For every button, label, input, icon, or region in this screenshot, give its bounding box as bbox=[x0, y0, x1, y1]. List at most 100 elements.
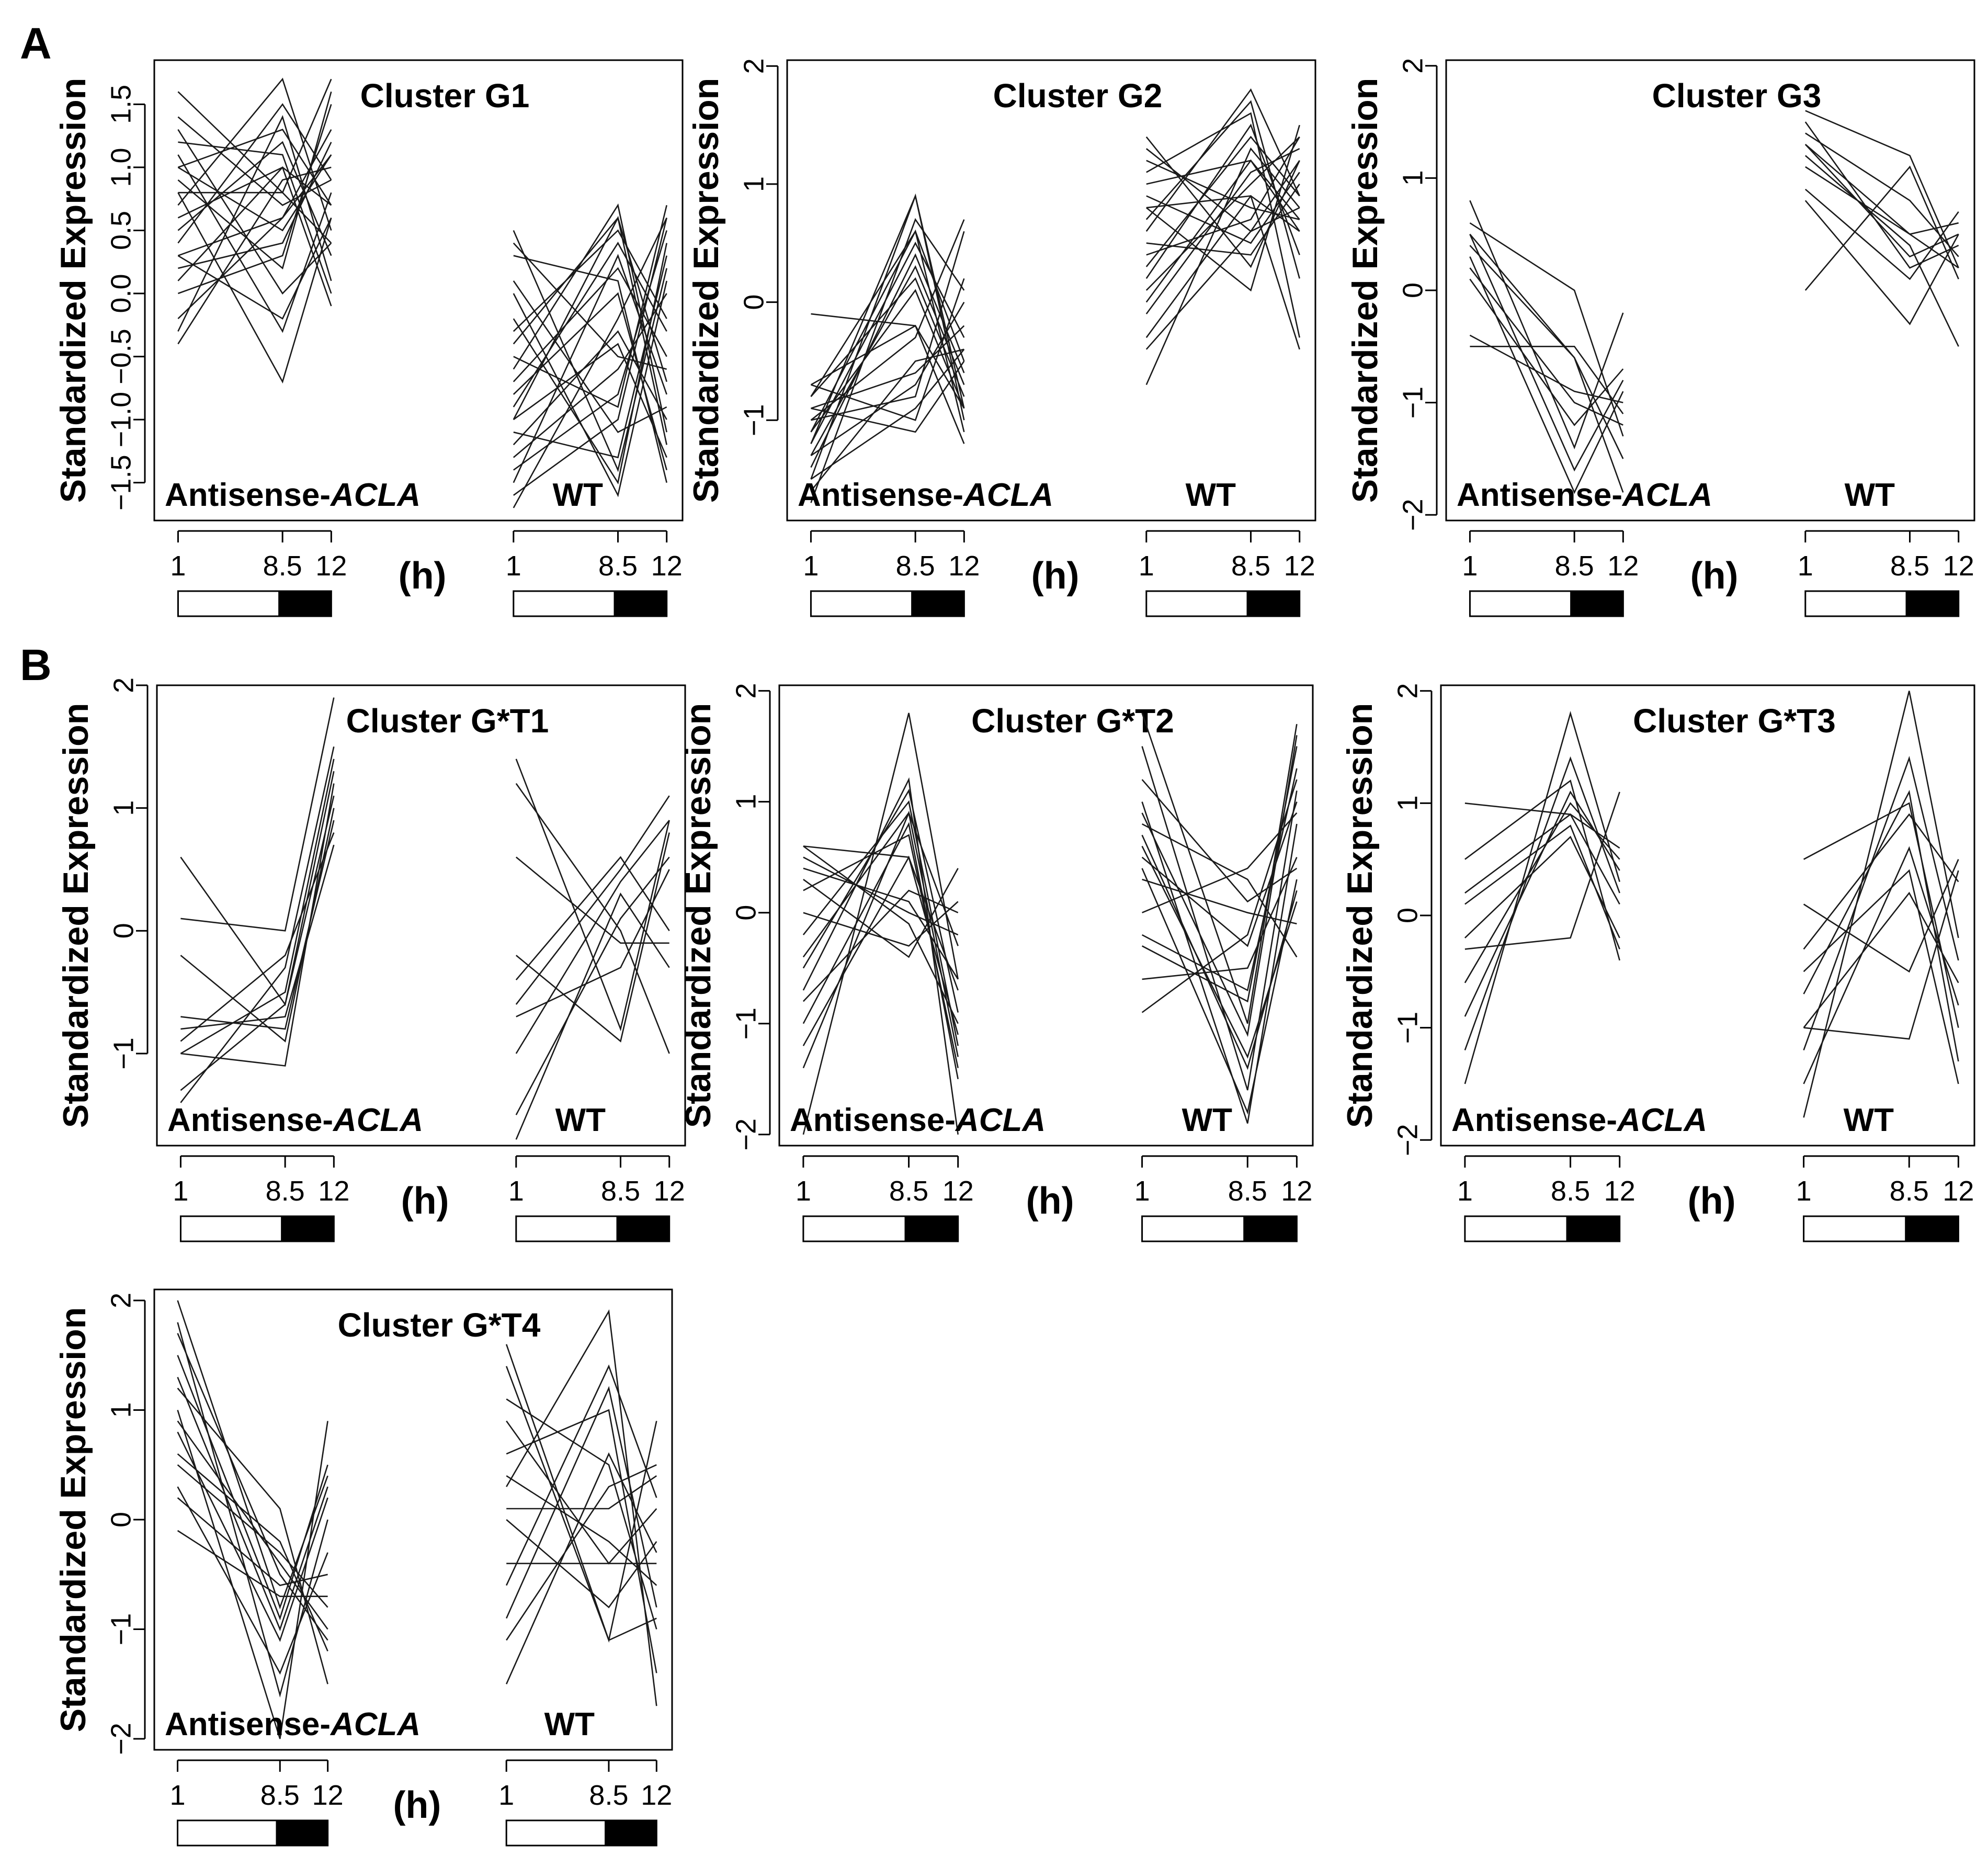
antisense-series-line bbox=[177, 1410, 328, 1739]
wt-series-line bbox=[1145, 136, 1300, 291]
antisense-series-line bbox=[1469, 334, 1623, 403]
x-tick-label: 8.5 bbox=[889, 1175, 928, 1207]
y-tick-label: −1 bbox=[738, 404, 769, 436]
wt-series-line bbox=[506, 1409, 657, 1673]
y-tick-label: 1 bbox=[738, 176, 769, 192]
group-label-wt: WT bbox=[555, 1102, 606, 1138]
wt-series-line bbox=[516, 869, 670, 1017]
x-tick-label: 12 bbox=[641, 1780, 672, 1811]
wt-series-line bbox=[1145, 88, 1300, 232]
y-tick-label: −2 bbox=[730, 1118, 762, 1151]
antisense-series-line bbox=[1469, 245, 1624, 493]
plot-frame bbox=[153, 1288, 673, 1751]
antisense-series-line bbox=[1464, 711, 1620, 1084]
x-tick-label: 1 bbox=[1139, 550, 1154, 582]
antisense-series-line bbox=[802, 800, 959, 1046]
y-tick-label: −1 bbox=[105, 1613, 137, 1646]
antisense-series-line bbox=[177, 1464, 328, 1608]
y-tick-label: 0 bbox=[108, 923, 139, 938]
light-period-bar bbox=[802, 1215, 906, 1242]
x-tick-label: 12 bbox=[315, 550, 347, 582]
dark-period-bar bbox=[1566, 1215, 1621, 1242]
dark-period-bar bbox=[278, 590, 332, 617]
x-tick-label: 8.5 bbox=[263, 550, 302, 582]
antisense-series-line bbox=[177, 1431, 328, 1642]
wt-series-line bbox=[1145, 100, 1300, 279]
y-tick-label: −1.0 bbox=[105, 392, 137, 448]
y-tick-label: 0.5 bbox=[105, 211, 137, 250]
antisense-series-line bbox=[1464, 756, 1620, 1051]
wt-series-line bbox=[1141, 834, 1298, 1070]
antisense-series-line bbox=[802, 712, 959, 1135]
y-tick-label: −2 bbox=[105, 1723, 137, 1755]
wt-series-line bbox=[1804, 121, 1959, 269]
y-tick-label: −1 bbox=[108, 1037, 139, 1070]
antisense-series-line bbox=[1469, 256, 1624, 494]
y-tick-label: 0 bbox=[738, 295, 769, 310]
antisense-series-line bbox=[810, 277, 965, 397]
antisense-series-line bbox=[180, 746, 335, 1103]
wt-series-line bbox=[506, 1386, 657, 1619]
wt-series-line bbox=[515, 832, 670, 1043]
wt-series-line bbox=[513, 216, 667, 382]
group-label-antisense: Antisense-ACLA bbox=[167, 1102, 423, 1138]
antisense-series-line bbox=[1464, 813, 1620, 905]
y-tick-label: −2 bbox=[1397, 499, 1428, 531]
wt-series-line bbox=[513, 255, 667, 459]
chart-title: Cluster G1 bbox=[360, 77, 530, 115]
x-tick-label: 1 bbox=[170, 550, 186, 582]
antisense-series-line bbox=[177, 217, 332, 320]
wt-series-line bbox=[1141, 779, 1298, 1013]
y-tick-label: 1 bbox=[105, 1402, 137, 1418]
light-period-bar bbox=[513, 590, 616, 617]
y-tick-label: −0.5 bbox=[105, 329, 137, 384]
chart-g1: −1.5 −1.0 −0.5 0.0 0.5 1.0 1.5 Standardized Exp… bbox=[53, 59, 684, 617]
wt-series-line bbox=[1803, 756, 1959, 1051]
antisense-series-line bbox=[177, 1453, 328, 1651]
group-label-antisense: Antisense-ACLA bbox=[1451, 1102, 1707, 1138]
x-axis-unit-label: (h) bbox=[1031, 555, 1080, 597]
y-tick-label: 2 bbox=[1392, 683, 1423, 699]
plot-frame bbox=[1445, 59, 1975, 522]
wt-series-line bbox=[1145, 125, 1300, 292]
antisense-series-line bbox=[177, 166, 332, 345]
x-tick-label: 8.5 bbox=[1890, 550, 1929, 582]
antisense-series-line bbox=[1464, 779, 1620, 961]
light-period-bar bbox=[177, 1819, 278, 1847]
antisense-series-line bbox=[803, 868, 959, 958]
x-tick-label: 12 bbox=[312, 1780, 344, 1811]
x-tick-label: 12 bbox=[1604, 1175, 1635, 1207]
y-tick-label: −1.5 bbox=[105, 455, 137, 511]
wt-series-line bbox=[515, 795, 670, 1005]
antisense-series-line bbox=[177, 1387, 328, 1684]
x-tick-label: 12 bbox=[948, 550, 980, 582]
y-tick-label: 2 bbox=[108, 677, 139, 693]
wt-series-line bbox=[1146, 172, 1300, 244]
x-tick-label: 1 bbox=[170, 1780, 186, 1811]
x-tick-label: 1 bbox=[506, 550, 521, 582]
wt-series-line bbox=[1804, 200, 1959, 325]
x-tick-label: 1 bbox=[1798, 550, 1813, 582]
wt-series-line bbox=[506, 1519, 657, 1609]
x-axis-unit-label: (h) bbox=[1026, 1180, 1074, 1222]
wt-series-line bbox=[515, 856, 669, 944]
y-tick-label: 0 bbox=[730, 905, 762, 921]
antisense-series-line bbox=[177, 77, 332, 231]
antisense-series-line bbox=[802, 889, 959, 1002]
group-label-antisense: Antisense-ACLA bbox=[790, 1102, 1046, 1138]
x-tick-label: 12 bbox=[651, 550, 683, 582]
antisense-series-line bbox=[811, 231, 965, 421]
wt-series-line bbox=[515, 820, 670, 1054]
wt-series-line bbox=[1804, 155, 1959, 347]
wt-series-line bbox=[515, 759, 670, 1032]
antisense-series-line bbox=[810, 241, 965, 444]
wt-series-line bbox=[1803, 869, 1959, 1084]
wt-series-line bbox=[515, 856, 670, 981]
antisense-series-line bbox=[1464, 835, 1620, 938]
dark-period-bar bbox=[605, 1819, 657, 1847]
x-tick-label: 12 bbox=[1942, 1175, 1974, 1207]
dark-period-bar bbox=[276, 1819, 329, 1847]
antisense-series-line bbox=[177, 192, 332, 384]
